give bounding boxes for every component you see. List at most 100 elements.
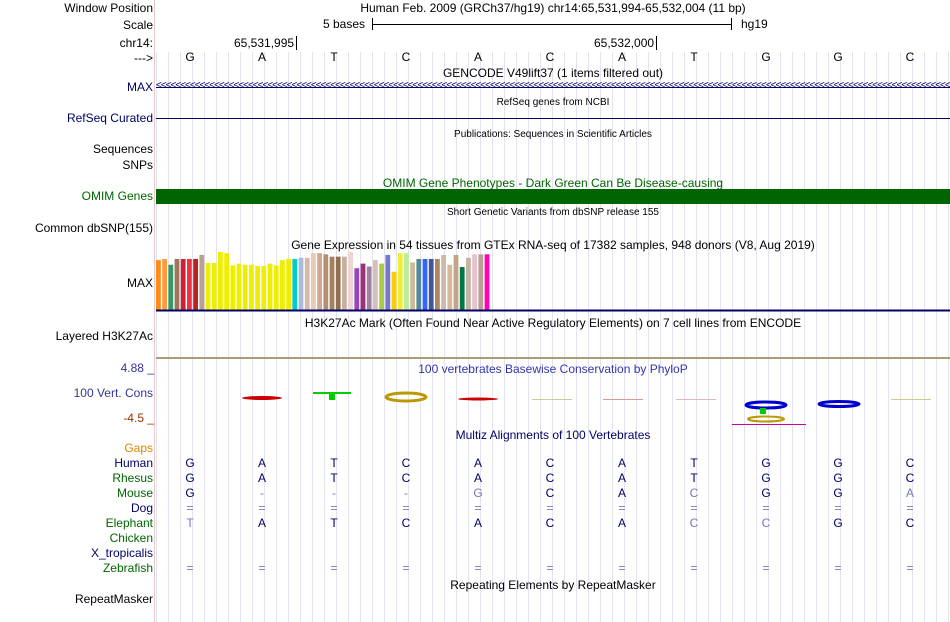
gtex-track-title[interactable]: Gene Expression in 54 tissues from GTEx … <box>291 238 815 252</box>
gtex-tissue-bar[interactable] <box>484 254 490 310</box>
dbsnp-track-label[interactable]: Common dbSNP(155) <box>34 221 153 235</box>
h3k27ac-track-title[interactable]: H3K27Ac Mark (Often Found Near Active Re… <box>304 316 802 330</box>
gtex-tissue-bar[interactable] <box>261 265 267 310</box>
phylop-baseline-neg <box>732 424 806 425</box>
sequence-base: G <box>185 50 195 64</box>
gtex-tissue-bar[interactable] <box>224 253 229 310</box>
gtex-tissue-bar[interactable] <box>230 265 236 310</box>
gtex-tissue-bar[interactable] <box>249 264 254 310</box>
gtex-tissue-bar[interactable] <box>255 265 260 310</box>
gtex-tissue-bar[interactable] <box>193 258 198 310</box>
gtex-tissue-bar[interactable] <box>311 253 316 310</box>
gtex-tissue-bar[interactable] <box>218 252 223 310</box>
alignment-base: = <box>474 561 482 575</box>
gtex-tissue-bar[interactable] <box>205 263 211 310</box>
gtex-tissue-bar[interactable] <box>373 260 378 310</box>
species-label-dog[interactable]: Dog <box>130 501 153 515</box>
gtex-expression-chart[interactable] <box>156 252 950 312</box>
gtex-tissue-bar[interactable] <box>472 254 477 310</box>
gtex-tissue-bar[interactable] <box>354 268 360 310</box>
gtex-tissue-bar[interactable] <box>441 254 446 310</box>
gtex-tissue-bar[interactable] <box>273 265 279 310</box>
alignment-base: C <box>545 486 555 500</box>
alignment-base: T <box>330 516 338 530</box>
gtex-tissue-bar[interactable] <box>366 266 372 311</box>
publications-track-title[interactable]: Publications: Sequences in Scientific Ar… <box>454 129 652 140</box>
gencode-track-label[interactable]: MAX <box>126 80 153 94</box>
gtex-tissue-bar[interactable] <box>298 257 304 310</box>
gtex-tissue-bar[interactable] <box>323 254 329 310</box>
gtex-tissue-bar[interactable] <box>162 258 167 310</box>
omim-track-label[interactable]: OMIM Genes <box>81 189 153 203</box>
gtex-tissue-bar[interactable] <box>267 263 273 310</box>
gtex-tissue-bar[interactable] <box>286 258 291 310</box>
alignment-base: A <box>617 516 626 530</box>
gtex-tissue-bar[interactable] <box>211 263 217 310</box>
gtex-tissue-bar[interactable] <box>280 260 285 310</box>
species-label-chicken[interactable]: Chicken <box>109 531 153 545</box>
gtex-tissue-bar[interactable] <box>348 252 353 310</box>
gtex-tissue-bar[interactable] <box>416 258 422 310</box>
refseq-gene-line[interactable] <box>156 118 950 119</box>
gtex-tissue-bar[interactable] <box>199 254 205 310</box>
gtex-tissue-bar[interactable] <box>187 258 192 310</box>
phylop-logo-G-2 <box>817 400 861 408</box>
gtex-tissue-bar[interactable] <box>435 258 440 310</box>
gtex-tissue-bar[interactable] <box>174 258 180 310</box>
gtex-tissue-bar[interactable] <box>304 257 310 310</box>
gtex-tissue-bar[interactable] <box>447 264 453 310</box>
phylop-track-title[interactable]: 100 vertebrates Basewise Conservation by… <box>418 362 688 376</box>
omim-gene-bar[interactable] <box>156 189 950 204</box>
gtex-tissue-bar[interactable] <box>410 262 415 310</box>
alignment-base: T <box>690 471 698 485</box>
gtex-tissue-bar[interactable] <box>329 256 335 310</box>
gtex-tissue-bar[interactable] <box>360 263 366 310</box>
species-label-x_tropicalis[interactable]: X_tropicalis <box>90 546 153 560</box>
gtex-track-label[interactable]: MAX <box>126 276 153 290</box>
gtex-tissue-bar[interactable] <box>422 258 428 310</box>
gencode-gene-line[interactable] <box>156 87 950 88</box>
multiz-track-title[interactable]: Multiz Alignments of 100 Vertebrates <box>455 428 651 442</box>
gtex-tissue-bar[interactable] <box>404 253 409 310</box>
gtex-tissue-bar[interactable] <box>317 253 322 310</box>
gencode-track-title[interactable]: GENCODE V49lift37 (1 items filtered out) <box>442 66 664 80</box>
gtex-tissue-bar[interactable] <box>391 271 397 310</box>
dbsnp-track-title[interactable]: Short Genetic Variants from dbSNP releas… <box>447 207 659 218</box>
repeatmasker-track-label[interactable]: RepeatMasker <box>74 592 153 606</box>
gtex-tissue-bar[interactable] <box>342 256 347 310</box>
gtex-tissue-bar[interactable] <box>397 253 403 310</box>
species-label-mouse[interactable]: Mouse <box>116 486 153 500</box>
gtex-tissue-bar[interactable] <box>242 264 248 310</box>
gtex-tissue-bar[interactable] <box>379 263 384 310</box>
h3k27ac-track-label[interactable]: Layered H3K27Ac <box>55 329 153 343</box>
sequences-track-label[interactable]: Sequences <box>92 142 153 156</box>
species-label-zebrafish[interactable]: Zebrafish <box>102 561 153 575</box>
gtex-tissue-bar[interactable] <box>478 254 484 310</box>
phylop-logo-C-2 <box>747 415 785 423</box>
gtex-tissue-bar[interactable] <box>466 257 471 310</box>
omim-track-title[interactable]: OMIM Gene Phenotypes - Dark Green Can Be… <box>382 176 724 190</box>
phylop-conservation-logos[interactable] <box>156 384 950 428</box>
gtex-tissue-bar[interactable] <box>236 263 242 310</box>
window-position-value[interactable]: Human Feb. 2009 (GRCh37/hg19) chr14:65,5… <box>360 1 746 15</box>
species-label-rhesus[interactable]: Rhesus <box>112 471 153 485</box>
alignment-base: T <box>690 456 698 470</box>
species-label-human[interactable]: Human <box>114 456 153 470</box>
species-label-elephant[interactable]: Elephant <box>105 516 153 530</box>
gtex-tissue-bar[interactable] <box>180 258 186 310</box>
gtex-tissue-bar[interactable] <box>168 264 174 310</box>
gtex-tissue-bar[interactable] <box>428 258 434 310</box>
snps-track-label[interactable]: SNPs <box>122 158 153 172</box>
alignment-base: A <box>257 516 266 530</box>
refseq-track-title[interactable]: RefSeq genes from NCBI <box>496 97 610 108</box>
gtex-tissue-bar[interactable] <box>453 254 459 310</box>
repeatmasker-track-title[interactable]: Repeating Elements by RepeatMasker <box>450 578 656 592</box>
gtex-tissue-bar[interactable] <box>459 267 465 310</box>
h3k27ac-signal-line <box>156 357 950 359</box>
phylop-track-label[interactable]: 100 Vert. Cons <box>73 386 153 400</box>
gtex-tissue-bar[interactable] <box>156 260 161 310</box>
gtex-tissue-bar[interactable] <box>335 256 341 310</box>
refseq-track-label[interactable]: RefSeq Curated <box>66 111 153 125</box>
gtex-tissue-bar[interactable] <box>292 258 298 310</box>
gtex-tissue-bar[interactable] <box>385 254 391 310</box>
